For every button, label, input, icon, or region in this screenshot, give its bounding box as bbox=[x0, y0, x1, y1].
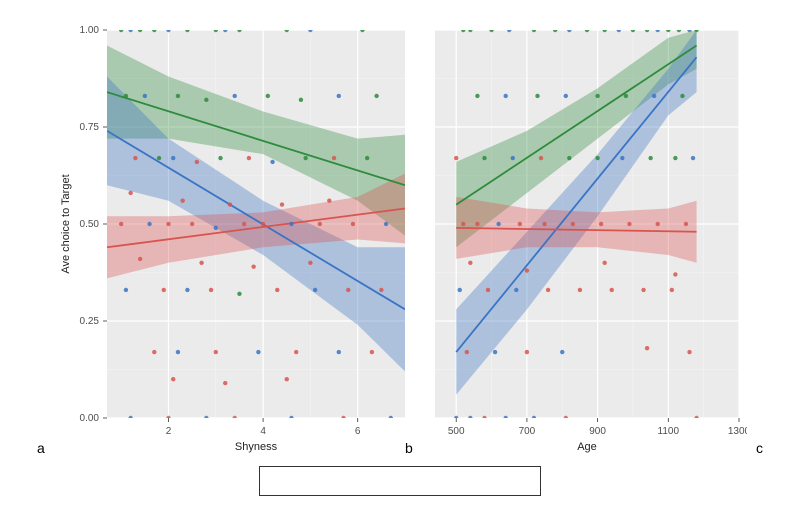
panel-label-a: a bbox=[37, 440, 45, 456]
svg-text:700: 700 bbox=[519, 426, 536, 437]
svg-text:0.25: 0.25 bbox=[80, 316, 100, 327]
dual-scatter-chart: 2 4 6 0.00 0.25 0.50 0.75 1.00 Ave choice to Tar… bbox=[20, 20, 780, 460]
svg-text:0.00: 0.00 bbox=[80, 413, 100, 424]
svg-text:2: 2 bbox=[166, 426, 172, 437]
svg-text:Ave choice to Target: Ave choice to Target bbox=[60, 174, 72, 273]
svg-text:900: 900 bbox=[589, 426, 606, 437]
svg-text:1100: 1100 bbox=[658, 426, 680, 437]
svg-text:Shyness: Shyness bbox=[235, 441, 278, 453]
svg-text:1300: 1300 bbox=[728, 426, 747, 437]
panel-a: 2 4 6 0.00 0.25 0.50 0.75 1.00 Ave choice to Tar… bbox=[53, 20, 413, 460]
svg-text:500: 500 bbox=[448, 426, 465, 437]
panel-label-c: c bbox=[756, 440, 763, 456]
panel-b: 50070090011001300Age b c bbox=[417, 20, 747, 460]
svg-text:0.75: 0.75 bbox=[80, 122, 100, 133]
legend-placeholder bbox=[259, 466, 541, 496]
panel-label-b: b bbox=[405, 440, 413, 456]
svg-text:4: 4 bbox=[260, 426, 266, 437]
svg-text:6: 6 bbox=[355, 426, 361, 437]
svg-text:Age: Age bbox=[577, 441, 597, 453]
svg-text:1.00: 1.00 bbox=[80, 25, 100, 36]
svg-text:0.50: 0.50 bbox=[80, 219, 100, 230]
